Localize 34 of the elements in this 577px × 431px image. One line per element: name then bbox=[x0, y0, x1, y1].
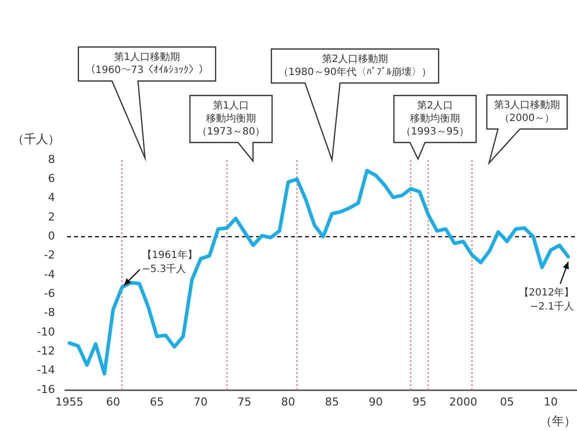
annotation: 【2012年】 −2.1千人 bbox=[518, 286, 574, 312]
text: 第2人口移動均衡期（1993～95） bbox=[400, 100, 470, 138]
y-tick-label: -16 bbox=[37, 382, 55, 396]
x-tick-label: 90 bbox=[368, 395, 383, 408]
y-tick-label: -14 bbox=[37, 364, 55, 377]
x-tick-label: 2000 bbox=[449, 395, 478, 408]
x-tick-label: 80 bbox=[281, 395, 296, 408]
x-tick-label: 1955 bbox=[55, 395, 84, 408]
text: 第2人口移動期（1980～90年代〈ﾊﾞﾌﾞﾙ崩壊〉） bbox=[278, 53, 432, 78]
y-tick-label: 2 bbox=[48, 210, 55, 224]
y-tick-label: 8 bbox=[48, 152, 55, 166]
y-tick-label: 6 bbox=[48, 172, 55, 186]
y-tick-label: -12 bbox=[37, 344, 55, 358]
y-axis-title: （千人） bbox=[12, 132, 60, 146]
y-tick-label: 0 bbox=[48, 230, 55, 243]
x-axis-title: （年） bbox=[540, 414, 576, 428]
y-tick-label: -4 bbox=[44, 268, 55, 281]
x-tick-label: 70 bbox=[194, 395, 208, 408]
y-tick-label: -6 bbox=[44, 287, 55, 300]
x-tick-label: 65 bbox=[150, 395, 164, 408]
y-tick-label: 4 bbox=[48, 191, 55, 204]
text: 第1人口移動均衡期（1973～80） bbox=[196, 100, 266, 138]
text: 第3人口移動期（2000～） bbox=[494, 99, 560, 124]
x-tick-label: 85 bbox=[324, 395, 339, 408]
x-tick-label: 95 bbox=[412, 395, 426, 408]
y-tick-label: -10 bbox=[37, 325, 55, 338]
x-tick-label: 60 bbox=[106, 395, 120, 408]
annotation: 【1961年】 −5.3千人 bbox=[142, 249, 198, 276]
y-tick-label: -2 bbox=[44, 248, 55, 262]
x-tick-label: 10 bbox=[544, 395, 558, 408]
x-tick-label: 75 bbox=[237, 395, 252, 408]
text: 第1人口移動期（1960～73〈ｵｲﾙｼｮｯｸ〉） bbox=[85, 51, 209, 76]
y-tick-label: -8 bbox=[44, 306, 55, 320]
x-tick-label: 05 bbox=[500, 395, 514, 408]
